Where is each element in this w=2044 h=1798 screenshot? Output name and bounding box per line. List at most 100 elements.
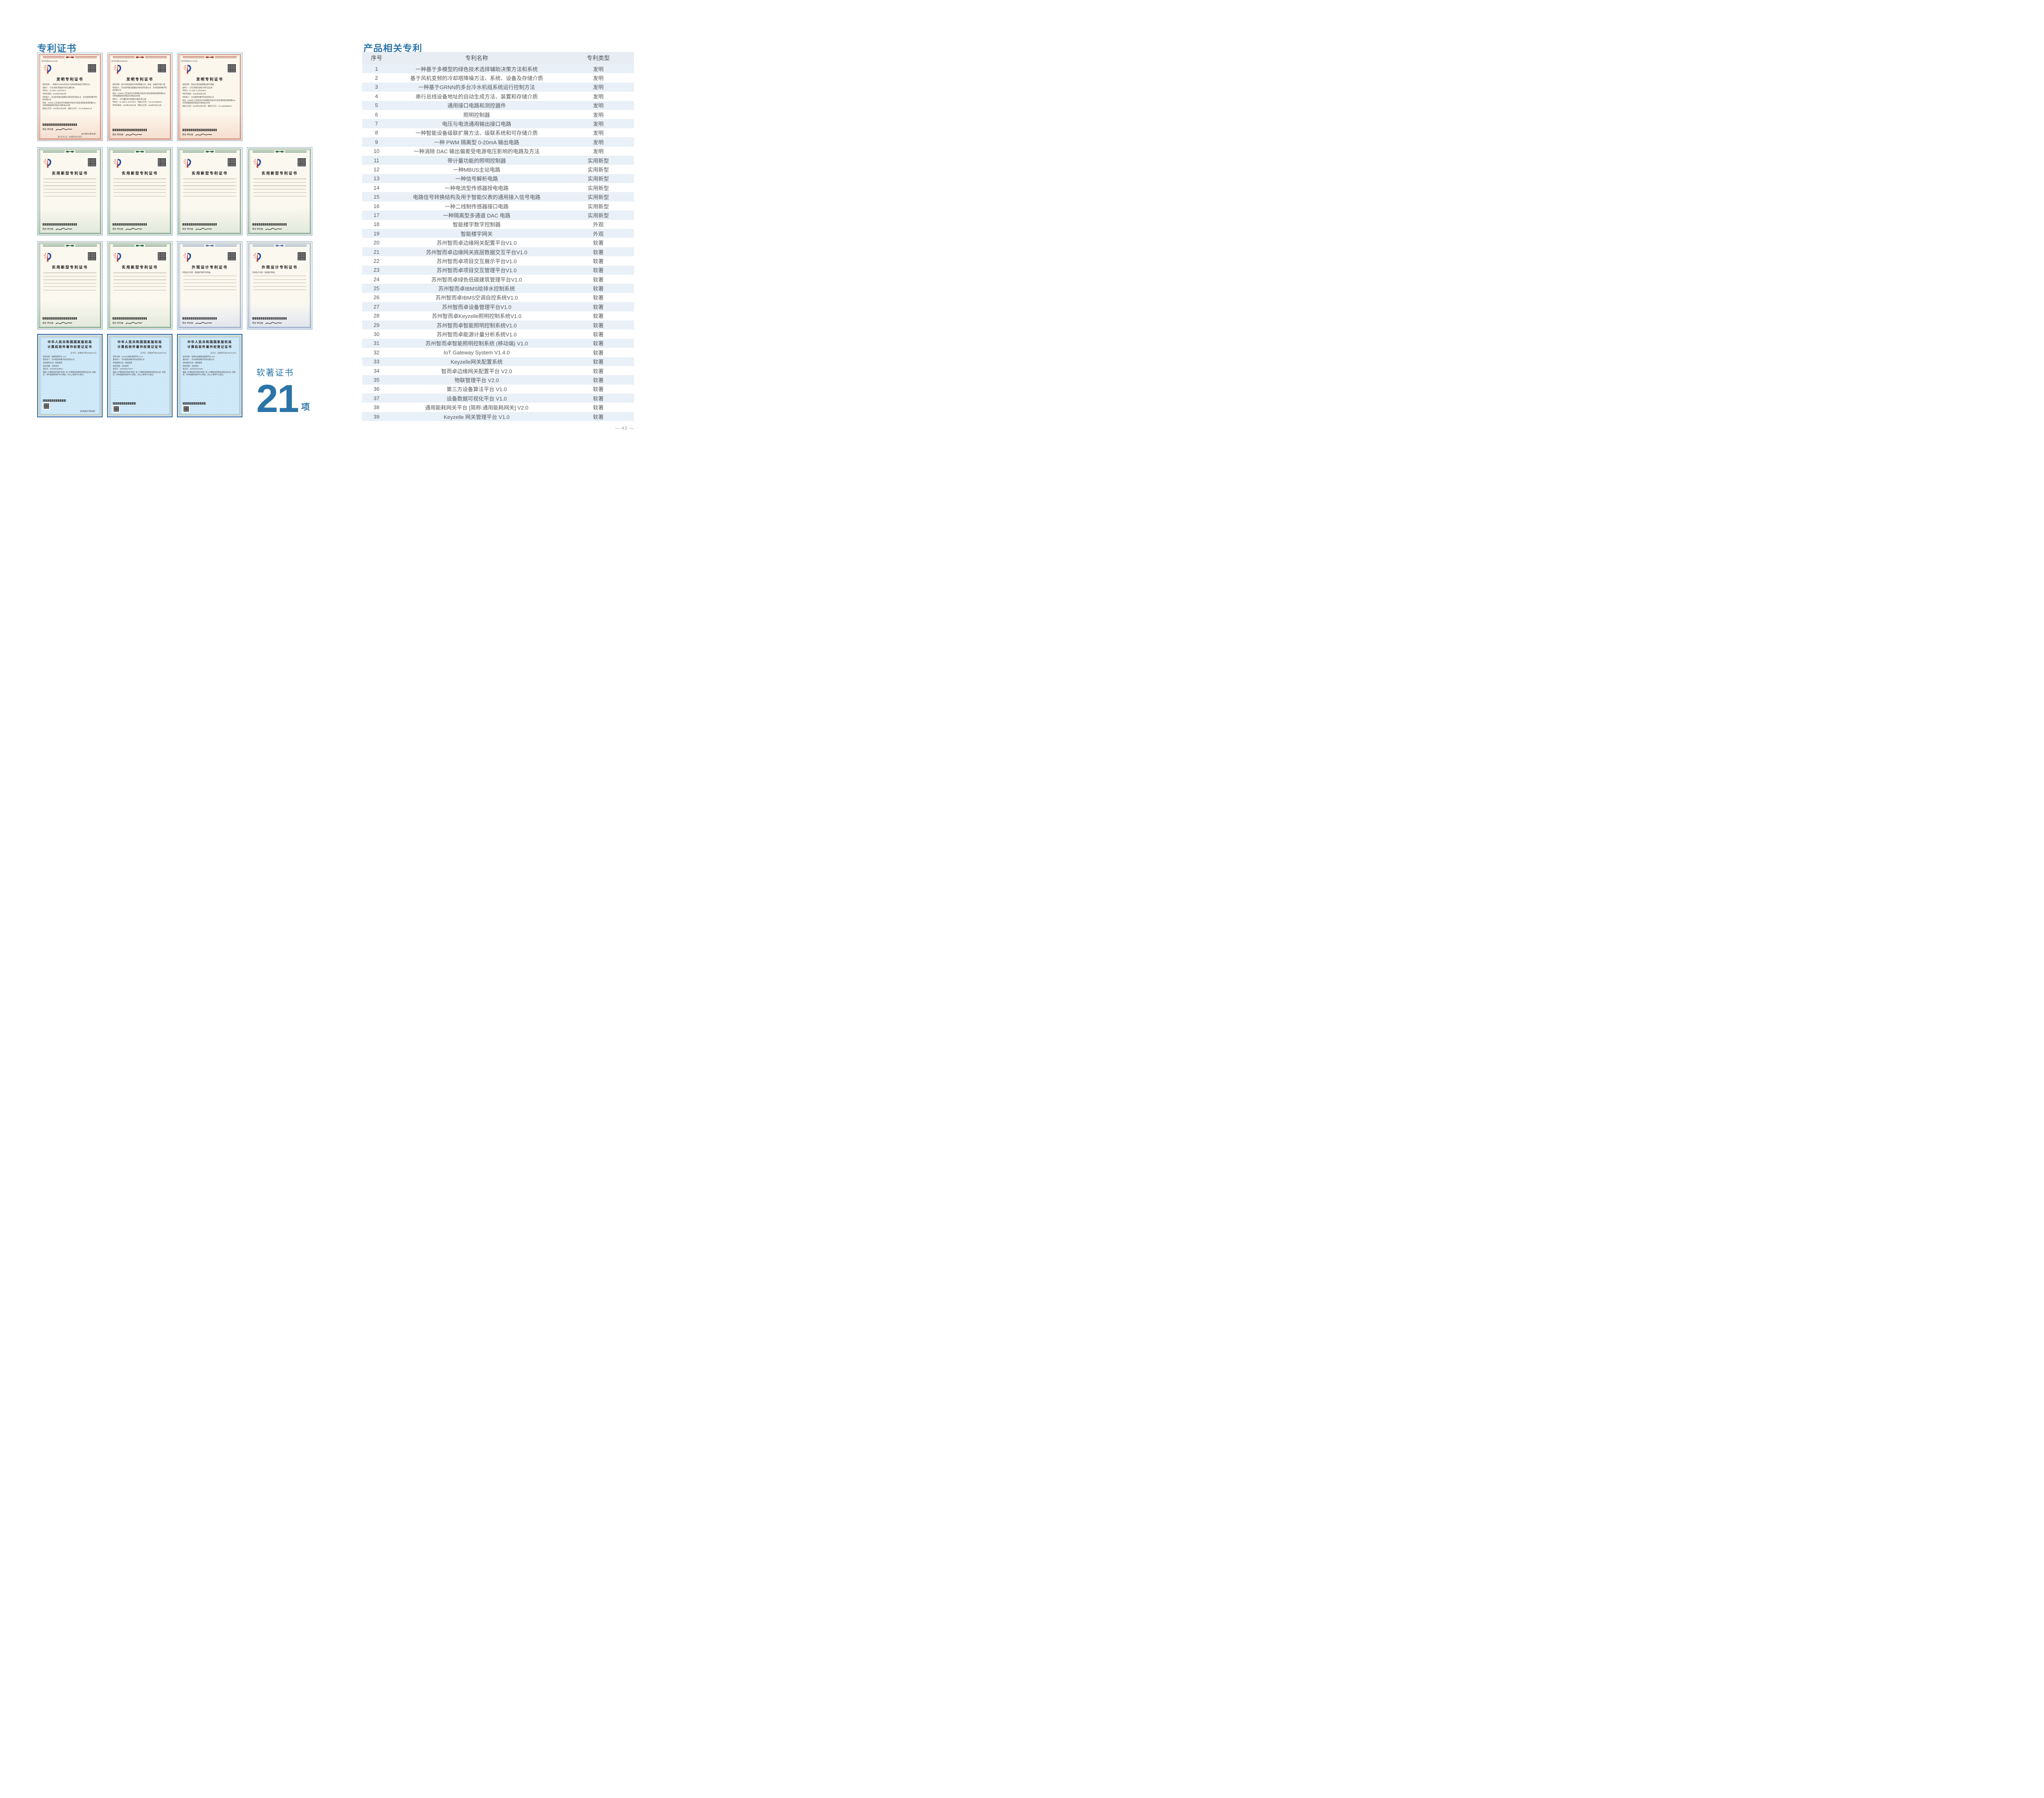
signature-icon xyxy=(265,322,282,324)
cell-no: 30 xyxy=(373,331,380,338)
certificate-title: 外观设计专利证书 xyxy=(261,265,298,269)
certificate-title: 发明专利证书 xyxy=(196,77,223,81)
commissioner-name: 局长 申长雨 xyxy=(182,134,193,136)
signature-icon xyxy=(195,133,212,136)
signature-icon xyxy=(195,228,212,230)
signature-icon xyxy=(126,133,142,136)
certificate-body-text: 发明名称：电压与电流通用输出接口电路 发明人：马杰;李建池;黄亮;刘炜;吴志祥 专利… xyxy=(182,83,235,107)
cell-name: 电压与电流通用输出接口电路 xyxy=(442,121,511,128)
table-row: 13 一种信号解析电路 实用新型 xyxy=(362,174,634,184)
table-row: 1 一种基于多模型的绿色技术选择辅助决策方法和系统 发明 xyxy=(362,64,634,74)
qr-code xyxy=(113,405,120,412)
cell-name: 一种基于多模型的绿色技术选择辅助决策方法和系统 xyxy=(415,66,538,72)
cell-type: 发明 xyxy=(593,93,604,100)
cnipa-logo-icon xyxy=(253,158,261,168)
cell-type: 软著 xyxy=(593,405,604,411)
qr-code xyxy=(227,157,237,167)
cell-type: 软著 xyxy=(593,276,604,283)
certificate-title: 实用新型专利证书 xyxy=(191,171,228,175)
cell-no: 33 xyxy=(373,358,380,365)
cell-type: 软著 xyxy=(593,331,604,338)
table-row: 5 通用接口电路和测控器件 发明 xyxy=(362,101,634,110)
cell-name: IoT Gateway System V1.4.0 xyxy=(444,349,510,356)
barcode xyxy=(112,223,147,226)
certificate-thumbnail: 外观设计专利证书 外观设计名称：智能楼宇网关 局长 申长雨 xyxy=(247,241,312,329)
cell-name: 第三方设备算法平台 V1.0 xyxy=(446,386,507,393)
cell-type: 发明 xyxy=(593,84,604,91)
certificate-ornament xyxy=(183,244,237,247)
cell-type: 实用新型 xyxy=(587,203,609,210)
certificate-body-text xyxy=(40,271,99,316)
cell-name: 苏州智而卓项目交互管理平台V1.0 xyxy=(437,267,517,274)
signature-block: 局长 申长雨 xyxy=(180,132,239,138)
cell-type: 发明 xyxy=(593,75,604,82)
certificate-thumbnail: 证书号第8000883号 发明专利证书 发明名称：基于风机变频的冷却塔降噪方法、… xyxy=(107,53,173,141)
signature-icon xyxy=(126,322,142,324)
cell-type: 软著 xyxy=(593,368,604,374)
software-cert-count-value: 21 xyxy=(256,377,299,421)
commissioner-name: 局长 申长雨 xyxy=(252,322,263,325)
document-page: 专利证书 产品相关专利 证书号第6661534号 xyxy=(0,0,658,450)
certificate-thumbnail: 实用新型专利证书 局长 申长雨 xyxy=(37,241,103,329)
cell-name: 苏州智而卓IBMS给排水控制系统 xyxy=(438,286,515,292)
cell-name: 智能楼宇数字控制器 xyxy=(453,222,501,228)
cell-no: 32 xyxy=(373,349,380,356)
cell-name: 一种隔离型多通道 DAC 电路 xyxy=(443,212,511,219)
table-row: 4 串行总线设备地址的自动生成方法、装置和存储介质 发明 xyxy=(362,92,634,101)
software-cert-count-block: 软著证书 21 项 xyxy=(256,366,342,421)
certificate-ornament xyxy=(183,56,237,58)
cell-name: 苏州智而卓边缘网关底层数据交互平台V1.0 xyxy=(426,249,527,255)
table-row: 36 第三方设备算法平台 V1.0 软著 xyxy=(362,385,634,394)
cell-type: 发明 xyxy=(593,112,604,118)
certificate-date: 2025年07月09日 xyxy=(80,410,95,413)
certificate-number xyxy=(251,249,308,251)
certificate-ornament xyxy=(113,56,167,58)
table-row: 31 苏州智而卓智能照明控制系统 (移动端) V1.0 软著 xyxy=(362,338,634,348)
cell-no: 35 xyxy=(373,376,380,383)
page-number: — 43 — xyxy=(615,426,634,431)
patent-certificates-title: 专利证书 xyxy=(37,43,76,54)
cell-type: 软著 xyxy=(593,395,604,402)
certificate-thumbnail: 证书号：软著登字第15865015号 中华人民共和国国家版权局 计算机软件著作权… xyxy=(37,334,103,417)
commissioner-name: 局长 申长雨 xyxy=(43,128,54,131)
cell-no: 9 xyxy=(375,139,378,145)
cell-type: 软著 xyxy=(593,386,604,393)
certificate-ornament xyxy=(43,56,97,58)
product-patents-table: 序号 专利名称 专利类型 1 一种基于多模型的绿色技术选择辅助决策方法和系统 发… xyxy=(362,52,634,421)
cnipa-logo-icon xyxy=(184,252,191,262)
cell-type: 发明 xyxy=(593,121,604,128)
certificate-number xyxy=(41,154,99,157)
table-row: 9 一种 PWM 隔离型 0-20mA 输出电路 发明 xyxy=(362,137,634,147)
certificate-title: 发明专利证书 xyxy=(56,77,83,81)
cell-name: 一种MBUS主站电路 xyxy=(453,166,500,173)
cell-no: 23 xyxy=(373,267,380,273)
certificate-body-text xyxy=(250,177,309,222)
cell-name: 一种二线制传感器接口电路 xyxy=(444,203,509,210)
cell-name: 一种 PWM 隔离型 0-20mA 输出电路 xyxy=(434,139,520,146)
qr-code xyxy=(183,405,190,412)
certificate-number xyxy=(111,154,168,157)
certificate-row-4: 证书号：软著登字第15865015号 中华人民共和国国家版权局 计算机软件著作权… xyxy=(37,334,242,417)
certificate-thumbnail: 实用新型专利证书 局长 申长雨 xyxy=(107,147,173,235)
cell-type: 软著 xyxy=(593,359,604,365)
table-row: 7 电压与电流通用输出接口电路 发明 xyxy=(362,119,634,128)
cell-type: 软著 xyxy=(593,295,604,301)
cell-type: 外观 xyxy=(593,231,604,237)
cell-no: 6 xyxy=(375,111,378,118)
table-row: 8 一种智能设备级联扩展方法、级联系统和可存储介质 发明 xyxy=(362,128,634,137)
certificate-number: 证书号：软著登字第15865015号 xyxy=(70,352,96,354)
cell-type: 软著 xyxy=(593,240,604,246)
cell-no: 37 xyxy=(373,395,380,401)
barcode xyxy=(43,317,77,320)
certificate-thumbnail: 证书号第6661534号 发明专利证书 发明名称：一种基于GRNN的多台冷水机组… xyxy=(37,53,103,141)
cell-no: 39 xyxy=(373,413,380,420)
cell-name: 一种消除 DAC 输出偏差受电源电压影响的电路及方法 xyxy=(414,148,540,155)
certificate-title: 实用新型专利证书 xyxy=(121,171,158,175)
barcode xyxy=(43,223,77,226)
cell-name: 串行总线设备地址的自动生成方法、装置和存储介质 xyxy=(415,93,538,100)
table-row: 20 苏州智而卓边缘网关配置平台V1.0 软著 xyxy=(362,238,634,247)
certificate-number xyxy=(181,249,238,251)
certificate-body-text: 发明名称：一种基于GRNN的多台冷水机组系统运行控制方法 发明人：马杰;袁琦;李国… xyxy=(43,83,97,110)
cell-type: 软著 xyxy=(593,249,604,255)
signature-icon xyxy=(56,228,72,230)
